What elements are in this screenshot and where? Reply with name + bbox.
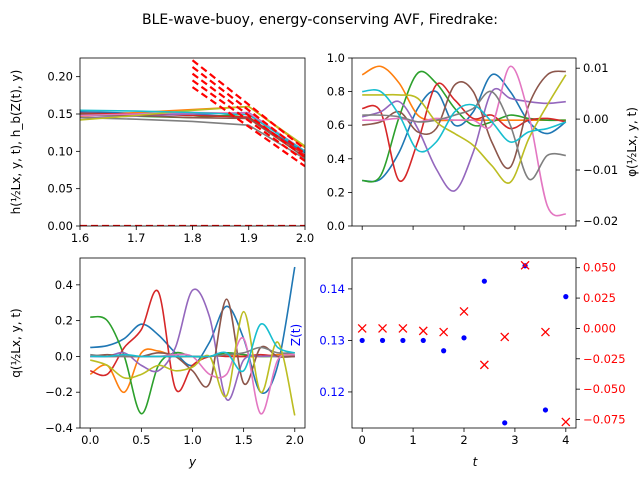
x-tick-label: 0: [359, 433, 366, 447]
y-tick-label: 0.0: [55, 349, 73, 363]
x-tick-label: 2: [460, 433, 467, 447]
x-tick-label: 2.0: [286, 433, 304, 447]
y-tick-label: 0.4: [55, 278, 73, 292]
panel-bottom-right: 0 1 2 3 4 0.12 0.13 0.14 0.050 0.025 0.000 −0.025 −0…: [289, 257, 626, 469]
x-tick-label: 2.0: [296, 231, 314, 245]
y-tick-label: 0.00: [47, 219, 73, 233]
x-tick-label: 1.7: [127, 231, 145, 245]
y-tick-label: 0.2: [327, 185, 345, 199]
y-tick-label: 0.6: [327, 118, 345, 132]
series-line: [362, 90, 566, 181]
z-point: [542, 407, 549, 413]
series-line: [90, 323, 296, 373]
panel-bottom-left: 0.0 0.5 1.0 1.5 2.0 −0.4 −0.2 0.0 0.2 0.4 q(½Lx, y…: [9, 257, 306, 469]
right-y-tick-label: −0.050: [583, 382, 626, 396]
w-marker: [520, 260, 530, 270]
y-axis-label: φ(½Lx, y, t): [625, 107, 639, 177]
x-tick-label: 1.9: [240, 231, 258, 245]
series-line: [362, 70, 566, 170]
series-line: [362, 89, 567, 153]
right-y-tick-label: 0.00: [583, 112, 609, 126]
x-tick-label: 1.5: [234, 433, 252, 447]
plot-area: [361, 65, 567, 217]
y-tick-label: −0.2: [45, 385, 73, 399]
bathymetry-dashed-line: [191, 66, 305, 155]
series-line: [89, 310, 296, 416]
z-point: [379, 337, 386, 344]
x-tick-label: 1.6: [71, 231, 89, 245]
z-point: [502, 420, 508, 426]
z-point: [563, 294, 569, 300]
x-axis-label: t: [473, 455, 479, 469]
panel-top-left: 1.6 1.7 1.8 1.9 2.0 0.00 0.05 0.10 0.15 0.20 h(½Lx…: [9, 57, 314, 245]
y-tick-label: 0.14: [319, 282, 345, 296]
y-tick-label: 0.15: [47, 107, 73, 121]
figure-title: BLE-wave-buoy, energy-conserving AVF, Fi…: [142, 12, 498, 28]
y-tick-label: 0.8: [327, 85, 345, 99]
right-y-tick-label: 0.000: [583, 321, 616, 335]
w-marker: [500, 332, 510, 342]
x-tick-label: 1.8: [183, 231, 201, 245]
bathymetry-dashed-line: [191, 79, 305, 162]
right-y-tick-label: 0.025: [583, 291, 616, 305]
w-marker: [479, 360, 489, 370]
y-tick-label: 0.0: [327, 219, 345, 233]
w-marker: [439, 327, 449, 337]
z-point: [441, 348, 447, 354]
plot-area: [80, 59, 305, 226]
y-axis-label: Z(t): [289, 324, 303, 346]
y-tick-label: 0.4: [327, 152, 345, 166]
x-tick-label: 4: [562, 433, 569, 447]
w-marker: [378, 323, 388, 333]
y-tick-label: 0.13: [319, 333, 345, 347]
w-marker: [561, 417, 571, 427]
y-tick-label: 0.2: [55, 314, 73, 328]
z-point: [420, 337, 426, 344]
y-tick-label: −0.4: [45, 421, 73, 435]
series-line: [80, 105, 305, 147]
w-marker: [418, 326, 428, 336]
y-tick-label: 0.20: [47, 70, 73, 84]
right-y-tick-label: 0.01: [583, 61, 609, 75]
y-tick-label: 1.0: [327, 51, 345, 65]
y-tick-label: 0.12: [319, 385, 345, 399]
bathymetry-dashed-line: [191, 59, 305, 150]
y-tick-label: 0.05: [47, 182, 73, 196]
w-marker: [459, 306, 469, 316]
z-point: [481, 278, 487, 284]
y-tick-label: 0.10: [47, 144, 73, 158]
series-line: [89, 289, 295, 393]
z-point: [359, 337, 365, 344]
series-line: [80, 116, 305, 160]
x-tick-label: 3: [511, 433, 518, 447]
w-marker: [398, 323, 408, 333]
w-marker: [357, 323, 367, 333]
plot-area: [89, 266, 296, 416]
series-line: [80, 109, 305, 153]
y-axis-label: h(½Lx, y, t), h_b(Z(t), y): [9, 70, 23, 215]
right-y-tick-label: −0.075: [583, 413, 626, 427]
x-tick-label: 1.0: [183, 433, 201, 447]
x-axis-label: y: [188, 455, 197, 469]
right-y-tick-label: −0.02: [583, 214, 618, 228]
panel-top-right: 0.0 0.2 0.4 0.6 0.8 1.0 0.01 0.00 −0.01 −0.02 φ(½L…: [327, 51, 639, 233]
x-tick-label: 1: [409, 433, 416, 447]
x-tick-label: 0.5: [132, 433, 150, 447]
series-line: [362, 74, 567, 184]
series-line: [90, 288, 295, 401]
series-line: [362, 65, 567, 217]
z-point: [400, 337, 406, 344]
bathymetry-dashed-line: [191, 86, 305, 168]
right-y-tick-label: 0.050: [583, 261, 616, 275]
w-marker: [540, 327, 550, 337]
right-y-tick-label: −0.01: [583, 163, 618, 177]
right-y-tick-label: −0.025: [583, 352, 626, 366]
y-axis-label: q(½Lx, y, t): [9, 308, 23, 377]
z-point: [461, 335, 467, 341]
bathymetry-dashed-line: [191, 72, 305, 159]
x-tick-label: 0.0: [81, 433, 99, 447]
